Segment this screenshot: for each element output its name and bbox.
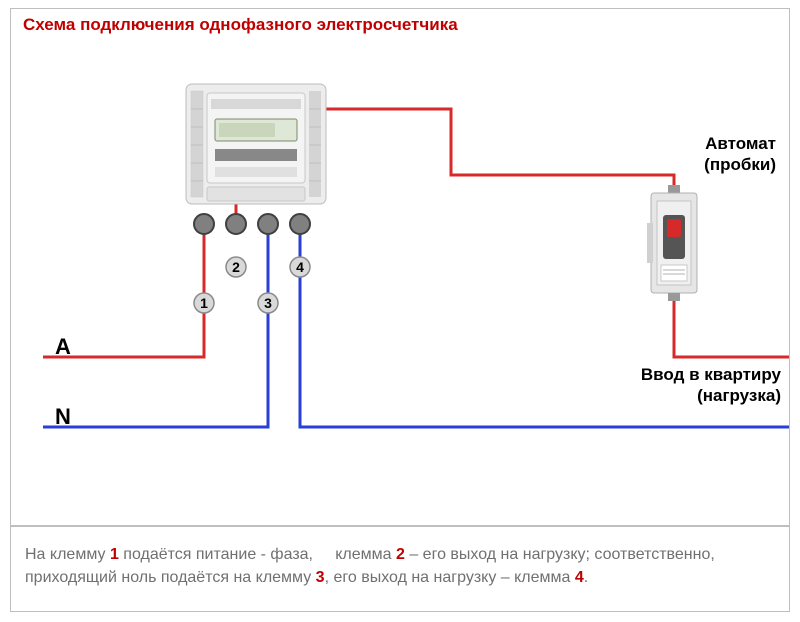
badge-2-label: 2 <box>232 259 240 275</box>
terminal-4 <box>290 214 310 234</box>
badge-4-label: 4 <box>296 259 304 275</box>
cap-n2: 2 <box>396 546 405 563</box>
wire-neutral-in <box>43 224 268 427</box>
badge-1-label: 1 <box>200 295 208 311</box>
label-load: Ввод в квартиру (нагрузка) <box>581 364 781 407</box>
cap-t4: , его выход на нагрузку – клемма <box>325 569 575 586</box>
caption-panel: На клемму 1 подаётся питание - фаза, кле… <box>10 526 790 612</box>
cap-t1: На клемму <box>25 546 110 563</box>
diagram-panel: Схема подключения однофазного электросче… <box>10 8 790 526</box>
meter-terminals <box>194 214 310 234</box>
terminal-3 <box>258 214 278 234</box>
cap-n3: 3 <box>316 569 325 586</box>
terminal-badges: 1 2 3 4 <box>194 257 310 313</box>
circuit-breaker <box>647 185 697 301</box>
wire-phase-load <box>674 297 789 357</box>
label-neutral: N <box>55 404 71 430</box>
diagram-svg: 1 2 3 4 <box>11 9 791 527</box>
cap-n4: 4 <box>575 569 584 586</box>
electric-meter <box>186 84 326 204</box>
badge-3-label: 3 <box>264 295 272 311</box>
label-load-line1: Ввод в квартиру <box>641 365 781 384</box>
terminal-1 <box>194 214 214 234</box>
cap-t5: . <box>584 569 588 586</box>
cap-t2: подаётся питание - фаза, клемма <box>119 546 396 563</box>
label-breaker-line1: Автомат <box>705 134 776 153</box>
cap-n1: 1 <box>110 546 119 563</box>
diagram-title: Схема подключения однофазного электросче… <box>23 15 458 35</box>
label-breaker: Автомат (пробки) <box>631 133 776 176</box>
label-load-line2: (нагрузка) <box>697 386 781 405</box>
terminal-2 <box>226 214 246 234</box>
wiring-diagram: Схема подключения однофазного электросче… <box>0 0 800 622</box>
label-phase: A <box>55 334 71 360</box>
label-breaker-line2: (пробки) <box>704 155 776 174</box>
